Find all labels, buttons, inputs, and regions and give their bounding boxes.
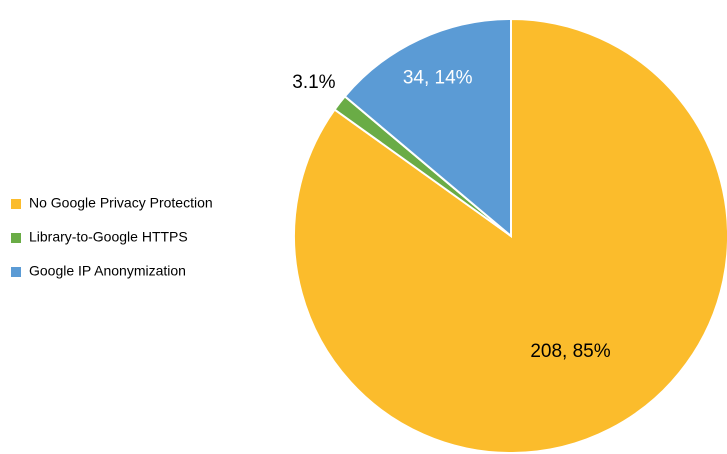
legend-swatch <box>11 199 21 209</box>
data-label: 34, 14% <box>403 68 473 89</box>
data-label: 3.1% <box>292 72 335 93</box>
pie-slice <box>343 17 512 239</box>
legend-swatch <box>11 233 21 243</box>
data-label: 208, 85% <box>530 341 610 362</box>
legend-label: Google IP Anonymization <box>29 263 186 279</box>
legend-label: No Google Privacy Protection <box>29 195 213 211</box>
legend-label: Library-to-Google HTTPS <box>29 229 188 245</box>
legend-swatch <box>11 267 21 277</box>
